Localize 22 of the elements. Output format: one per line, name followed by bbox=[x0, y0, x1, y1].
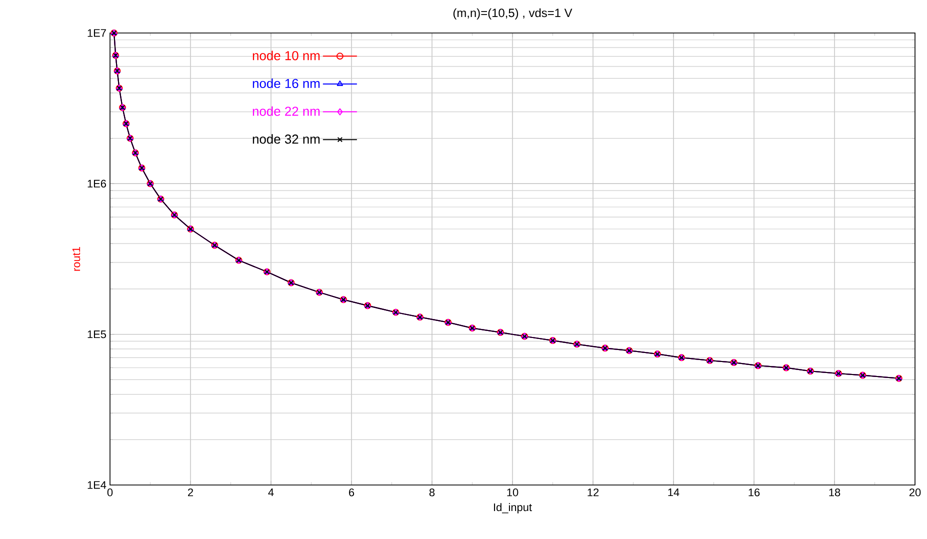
x-tick-label: 14 bbox=[668, 488, 680, 496]
y-axis-title: rout1 bbox=[72, 247, 80, 271]
x-tick-label: 16 bbox=[748, 488, 760, 496]
x-axis-title: Id_input bbox=[494, 503, 532, 514]
x-tick-label: 18 bbox=[829, 488, 840, 496]
legend-label: node 22 nm bbox=[252, 106, 320, 116]
legend-label: node 16 nm bbox=[252, 78, 320, 88]
y-tick-label: 1E7 bbox=[88, 29, 106, 37]
y-tick-label: 1E6 bbox=[88, 180, 106, 188]
x-tick-label: 0 bbox=[107, 488, 113, 496]
x-tick-label: 12 bbox=[588, 488, 599, 496]
y-tick-label: 1E5 bbox=[88, 330, 106, 338]
x-tick-label: 4 bbox=[268, 488, 274, 496]
x-tick-label: 6 bbox=[349, 488, 354, 496]
x-tick-label: 8 bbox=[429, 488, 435, 496]
x-tick-label: 20 bbox=[909, 488, 921, 496]
legend-label: node 32 nm bbox=[252, 134, 320, 144]
legend-label: node 10 nm bbox=[252, 50, 320, 60]
x-tick-label: 10 bbox=[507, 488, 518, 496]
chart-title: (m,n)=(10,5) , vds=1 V bbox=[453, 8, 572, 20]
y-tick-label: 1E4 bbox=[88, 481, 106, 489]
x-tick-label: 2 bbox=[188, 488, 193, 496]
